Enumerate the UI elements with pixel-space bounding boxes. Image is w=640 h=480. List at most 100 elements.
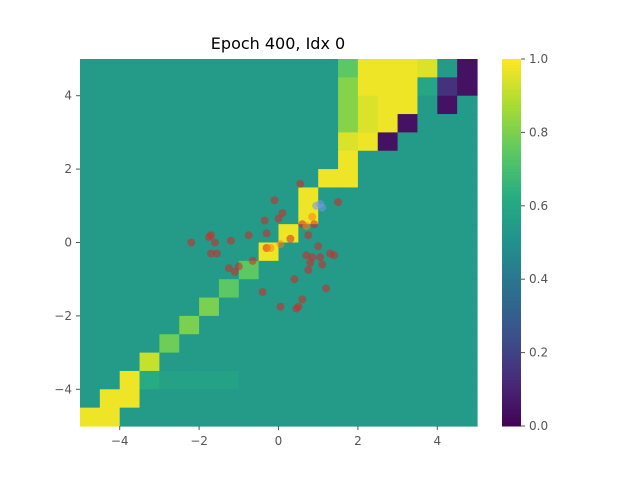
heatmap-cell: [99, 205, 121, 225]
colorbar-segment: [502, 162, 521, 167]
heatmap-cell: [199, 77, 220, 97]
heatmap-cell: [457, 315, 478, 335]
colorbar-segment: [502, 221, 521, 225]
heatmap-cell: [437, 114, 458, 133]
colorbar-segment: [502, 159, 521, 164]
heatmap-cell: [298, 334, 319, 354]
heatmap-cell: [179, 279, 200, 299]
heatmap-cell: [80, 132, 101, 152]
heatmap-cell: [318, 407, 339, 427]
heatmap-cell: [437, 352, 458, 372]
heatmap-cell: [159, 59, 180, 78]
heatmap-cell: [278, 150, 299, 170]
heatmap-cell: [318, 132, 339, 152]
heatmap-cell: [377, 114, 399, 133]
heatmap-cell: [357, 114, 379, 133]
heatmap-cell: [338, 95, 359, 115]
heatmap-cell: [357, 297, 379, 317]
heatmap-cell: [199, 407, 220, 427]
heatmap-cell: [80, 260, 101, 280]
heatmap-cell: [357, 242, 379, 262]
heatmap-cell: [417, 260, 438, 280]
heatmap-cell: [437, 315, 458, 335]
heatmap-cell: [338, 205, 359, 225]
colorbar-segment: [502, 288, 521, 292]
colorbar-segment: [502, 248, 521, 253]
heatmap-cell: [80, 242, 101, 262]
scatter-point: [298, 295, 307, 304]
heatmap-cell: [139, 169, 160, 189]
heatmap-cell: [80, 150, 101, 170]
heatmap-cell: [258, 169, 280, 189]
heatmap-cell: [457, 224, 478, 244]
scatter-point: [330, 251, 339, 260]
colorbar-segment: [502, 233, 521, 237]
colorbar-segment: [502, 303, 521, 308]
heatmap-cell: [437, 279, 458, 299]
heatmap-cell: [437, 260, 458, 280]
heatmap-cell: [457, 352, 478, 372]
heatmap-cell: [139, 242, 160, 262]
scatter-point: [310, 220, 319, 229]
heatmap-cell: [139, 370, 160, 390]
scatter-point: [276, 240, 285, 249]
heatmap-cell: [377, 95, 399, 115]
colorbar-segment: [502, 374, 521, 378]
heatmap-cell: [258, 297, 280, 317]
colorbar-segment: [502, 306, 521, 311]
colorbar-segment: [502, 123, 521, 127]
heatmap-cell: [258, 315, 280, 335]
colorbar-segment: [502, 318, 521, 323]
heatmap-cell: [338, 315, 359, 335]
heatmap-cell: [278, 297, 299, 317]
y-tick-label: −4: [54, 382, 72, 396]
heatmap-cell: [99, 334, 121, 354]
heatmap-cell: [278, 132, 299, 152]
heatmap-cell: [338, 297, 359, 317]
heatmap-cell: [338, 407, 359, 427]
heatmap-cell: [338, 132, 359, 152]
heatmap-cell: [139, 114, 160, 133]
scatter-point: [322, 284, 331, 293]
heatmap-cell: [99, 77, 121, 97]
colorbar-segment: [502, 322, 521, 326]
heatmap-cell: [80, 389, 101, 409]
heatmap-cell: [278, 77, 299, 97]
heatmap-cell: [258, 150, 280, 170]
heatmap-cell: [318, 389, 339, 409]
colorbar-segment: [502, 129, 521, 133]
scatter-point: [304, 231, 313, 240]
heatmap-cell: [298, 95, 319, 115]
heatmap-cell: [80, 114, 101, 133]
scatter-point: [258, 288, 267, 296]
colorbar-segment: [502, 138, 521, 143]
heatmap-cell: [338, 77, 359, 97]
heatmap-cell: [218, 297, 240, 317]
heatmap-cell: [397, 59, 419, 78]
scatter-point: [316, 253, 325, 262]
heatmap-cell: [377, 370, 399, 390]
scatter-point: [244, 231, 253, 240]
heatmap-cell: [99, 187, 121, 207]
heatmap-cell: [437, 242, 458, 262]
heatmap-cell: [218, 59, 240, 78]
heatmap-cell: [218, 389, 240, 409]
scatter-point: [318, 203, 327, 212]
heatmap-cell: [417, 334, 438, 354]
colorbar-segment: [502, 202, 521, 207]
colorbar-segment: [502, 211, 521, 216]
scatter-point: [211, 238, 219, 247]
scatter-point: [308, 212, 317, 221]
colorbar-segment: [502, 147, 521, 152]
colorbar-segment: [502, 89, 521, 94]
heatmap-cell: [159, 370, 180, 390]
heatmap-cell: [258, 260, 280, 280]
heatmap-cell: [119, 242, 141, 262]
heatmap-cell: [139, 95, 160, 115]
heatmap-cell: [417, 224, 438, 244]
heatmap-cell: [338, 260, 359, 280]
colorbar-segment: [502, 190, 521, 195]
colorbar-segment: [502, 276, 521, 280]
heatmap-cell: [457, 77, 478, 97]
colorbar-segment: [502, 214, 521, 219]
